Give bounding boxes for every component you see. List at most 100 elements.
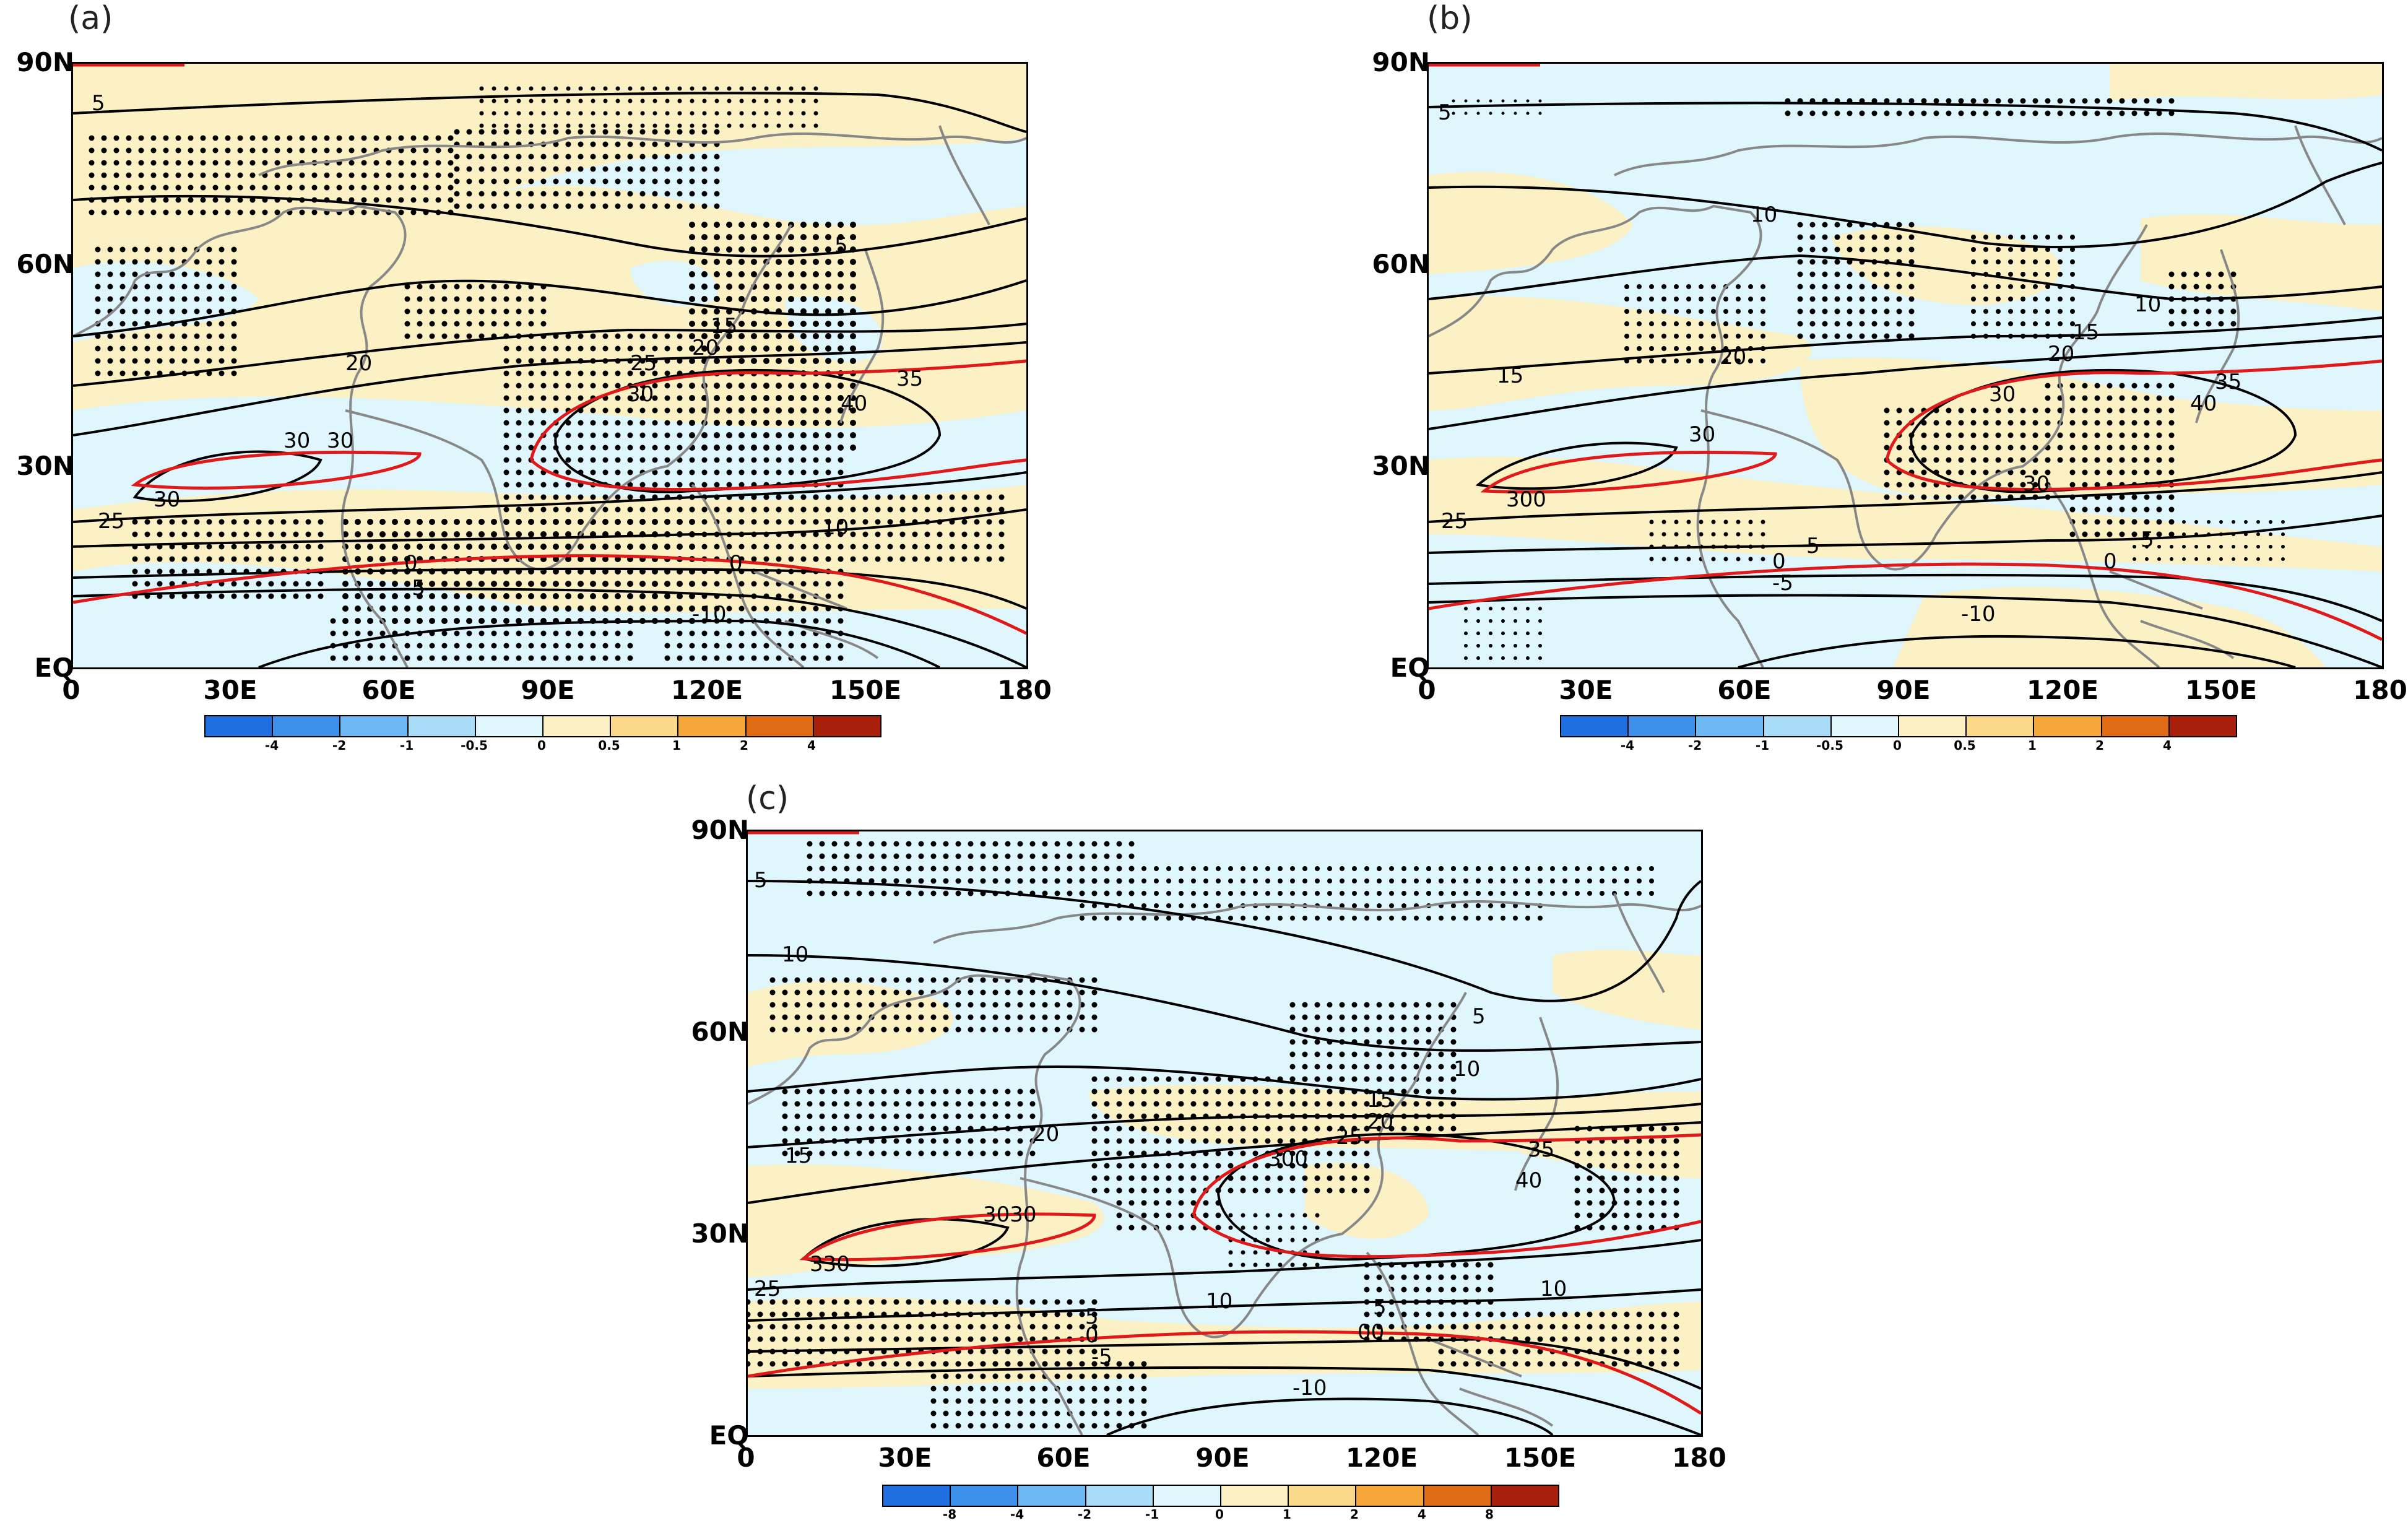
significance-dot: [800, 469, 807, 475]
significance-dot: [615, 420, 621, 426]
significance-dot: [1054, 1026, 1060, 1033]
significance-dot: [212, 197, 219, 203]
significance-dot: [1017, 1113, 1023, 1119]
significance-dot: [2020, 309, 2025, 314]
significance-dot: [1748, 309, 1753, 314]
significance-dot: [578, 432, 584, 438]
significance-dot: [1921, 432, 1927, 438]
significance-dot: [280, 519, 287, 525]
significance-dot: [417, 544, 423, 550]
significance-dot: [906, 866, 912, 872]
significance-dot: [540, 191, 547, 197]
significance-dot: [776, 271, 782, 277]
significance-dot: [1636, 1348, 1642, 1355]
significance-dot: [1413, 1002, 1419, 1008]
contour-label-layer: 5 10 10 15 20 20 15 35 40 30 30 300 25 3…: [1438, 100, 2241, 627]
significance-dot: [1648, 1225, 1655, 1231]
significance-dot: [838, 618, 844, 624]
significance-dot: [893, 1324, 899, 1330]
significance-dot: [126, 197, 132, 203]
significance-dot: [565, 178, 571, 184]
significance-dot: [1005, 1002, 1011, 1008]
significance-dot: [2094, 531, 2100, 537]
colorbar-cell: [678, 716, 747, 736]
significance-dot: [893, 878, 899, 884]
significance-dot: [274, 135, 280, 141]
significance-dot: [652, 178, 658, 184]
significance-dot: [763, 445, 769, 451]
highlight-contour-layer: [748, 831, 1701, 1415]
significance-dot: [169, 271, 175, 277]
significance-dot: [788, 271, 794, 277]
significance-dot: [615, 655, 621, 661]
significance-dot: [1884, 432, 1890, 438]
significance-dot: [2218, 284, 2224, 290]
significance-dot: [1351, 1187, 1358, 1194]
significance-dot: [1091, 1423, 1098, 1429]
significance-dot: [1042, 841, 1048, 847]
significance-dot: [1958, 98, 1964, 104]
contour-label: 5: [1472, 1004, 1486, 1029]
significance-dot: [157, 333, 163, 339]
significance-dot: [2131, 383, 2137, 389]
colorbar-label: 0: [537, 738, 546, 753]
significance-dot: [516, 123, 521, 128]
significance-dot: [454, 544, 460, 550]
significance-dot: [751, 544, 757, 550]
significance-dot: [1673, 1126, 1679, 1132]
significance-dot: [1426, 1002, 1432, 1008]
significance-dot: [819, 1014, 825, 1020]
significance-dot: [1549, 1324, 1556, 1330]
significance-dot: [181, 358, 188, 364]
significance-dot: [943, 1150, 949, 1156]
shade-positive: [2110, 64, 2382, 101]
significance-dot: [1364, 1064, 1370, 1070]
colorbar-cell: [1764, 716, 1832, 736]
significance-dot: [479, 98, 484, 103]
significance-dot: [1216, 903, 1221, 908]
significance-dot: [1351, 1126, 1358, 1132]
significance-dot: [1995, 457, 2001, 463]
significance-dot: [1228, 1225, 1233, 1230]
significance-dot: [992, 1398, 998, 1404]
significance-dot: [1426, 1088, 1432, 1095]
significance-dot: [1500, 1348, 1506, 1355]
significance-dot: [800, 457, 807, 463]
significance-dot: [107, 246, 113, 253]
significance-dot: [664, 544, 670, 550]
significance-dot: [132, 581, 138, 587]
significance-dot: [566, 123, 571, 128]
significance-dot: [943, 1324, 949, 1330]
colorbar-label: -0.5: [1816, 738, 1843, 753]
significance-dot: [1091, 1361, 1098, 1367]
significance-dot: [986, 506, 992, 513]
significance-dot: [1884, 407, 1890, 414]
significance-dot: [1971, 297, 1976, 302]
significance-dot: [918, 977, 924, 983]
significance-dot: [1339, 1026, 1345, 1033]
significance-dot: [726, 482, 732, 488]
significance-dot: [578, 643, 584, 649]
significance-dot: [1946, 469, 1952, 475]
contour-label: 20: [1367, 1109, 1393, 1134]
significance-dot: [1364, 1014, 1370, 1020]
significance-dot: [961, 494, 968, 500]
significance-dot: [479, 605, 485, 612]
significance-dot: [1091, 1348, 1098, 1355]
coastline: [2046, 484, 2160, 667]
significance-dot: [466, 544, 472, 550]
significance-dot: [336, 172, 342, 178]
significance-dot: [144, 259, 150, 265]
significance-dot: [627, 519, 633, 525]
panel-label: (c): [746, 780, 789, 817]
significance-dot: [429, 284, 435, 290]
significance-dot: [1884, 296, 1890, 302]
significance-dot: [992, 1324, 998, 1330]
significance-dot: [992, 1088, 998, 1095]
coastline: [345, 224, 792, 571]
significance-dot: [998, 531, 1005, 537]
significance-dot: [881, 853, 887, 859]
significance-dot: [175, 197, 181, 203]
significance-dot: [1661, 297, 1666, 302]
significance-dot: [1983, 110, 1989, 116]
